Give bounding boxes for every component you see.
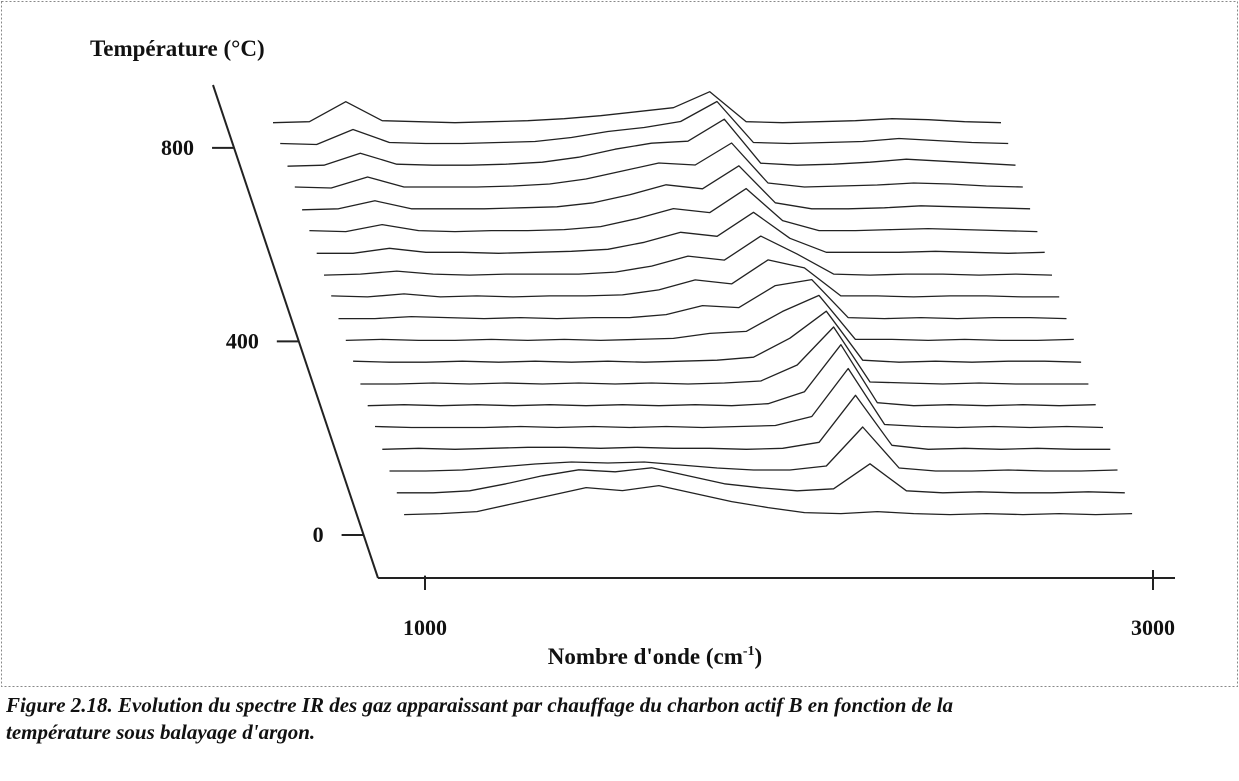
spectrum-trace <box>309 187 1038 233</box>
spectrum-trace <box>294 142 1023 189</box>
spectrum-trace <box>353 310 1082 363</box>
x-label-end: ) <box>755 644 763 669</box>
spectrum-trace <box>404 484 1133 516</box>
spectrum-trace <box>374 367 1104 429</box>
figure-frame <box>1 1 1238 687</box>
caption-line: température sous balayage d'argon. <box>6 720 315 744</box>
spectrum-trace <box>287 118 1016 167</box>
caption-line: Figure 2.18. Evolution du spectre IR des… <box>5 693 953 717</box>
spectrum-trace <box>323 235 1053 276</box>
spectrum-trace <box>280 100 1009 146</box>
x-label-text: Nombre d'onde (cm <box>548 644 743 669</box>
y-tick-label: 0 <box>313 522 324 547</box>
x-label-sup: -1 <box>743 644 755 659</box>
spectrum-trace <box>360 326 1089 385</box>
trace-occluder <box>404 485 1133 576</box>
y-axis-line <box>212 84 379 579</box>
spectrum-trace <box>382 394 1111 450</box>
spectrum-trace <box>302 165 1031 211</box>
spectrum-trace <box>272 91 1002 124</box>
spectrum-trace <box>367 344 1096 407</box>
x-tick-label: 1000 <box>403 615 447 640</box>
spectrum-trace <box>345 294 1074 342</box>
spectrum-trace <box>338 278 1067 320</box>
y-tick-label: 800 <box>161 135 194 160</box>
spectrum-trace <box>389 426 1118 472</box>
spectrum-trace <box>331 259 1060 298</box>
y-tick-label: 400 <box>226 328 259 353</box>
y-axis-label: Température (°C) <box>90 36 265 61</box>
spectrum-trace <box>316 211 1045 254</box>
x-tick-label: 3000 <box>1131 615 1175 640</box>
spectrum-trace <box>396 463 1125 494</box>
x-axis-label: Nombre d'onde (cm-1) <box>548 644 762 669</box>
